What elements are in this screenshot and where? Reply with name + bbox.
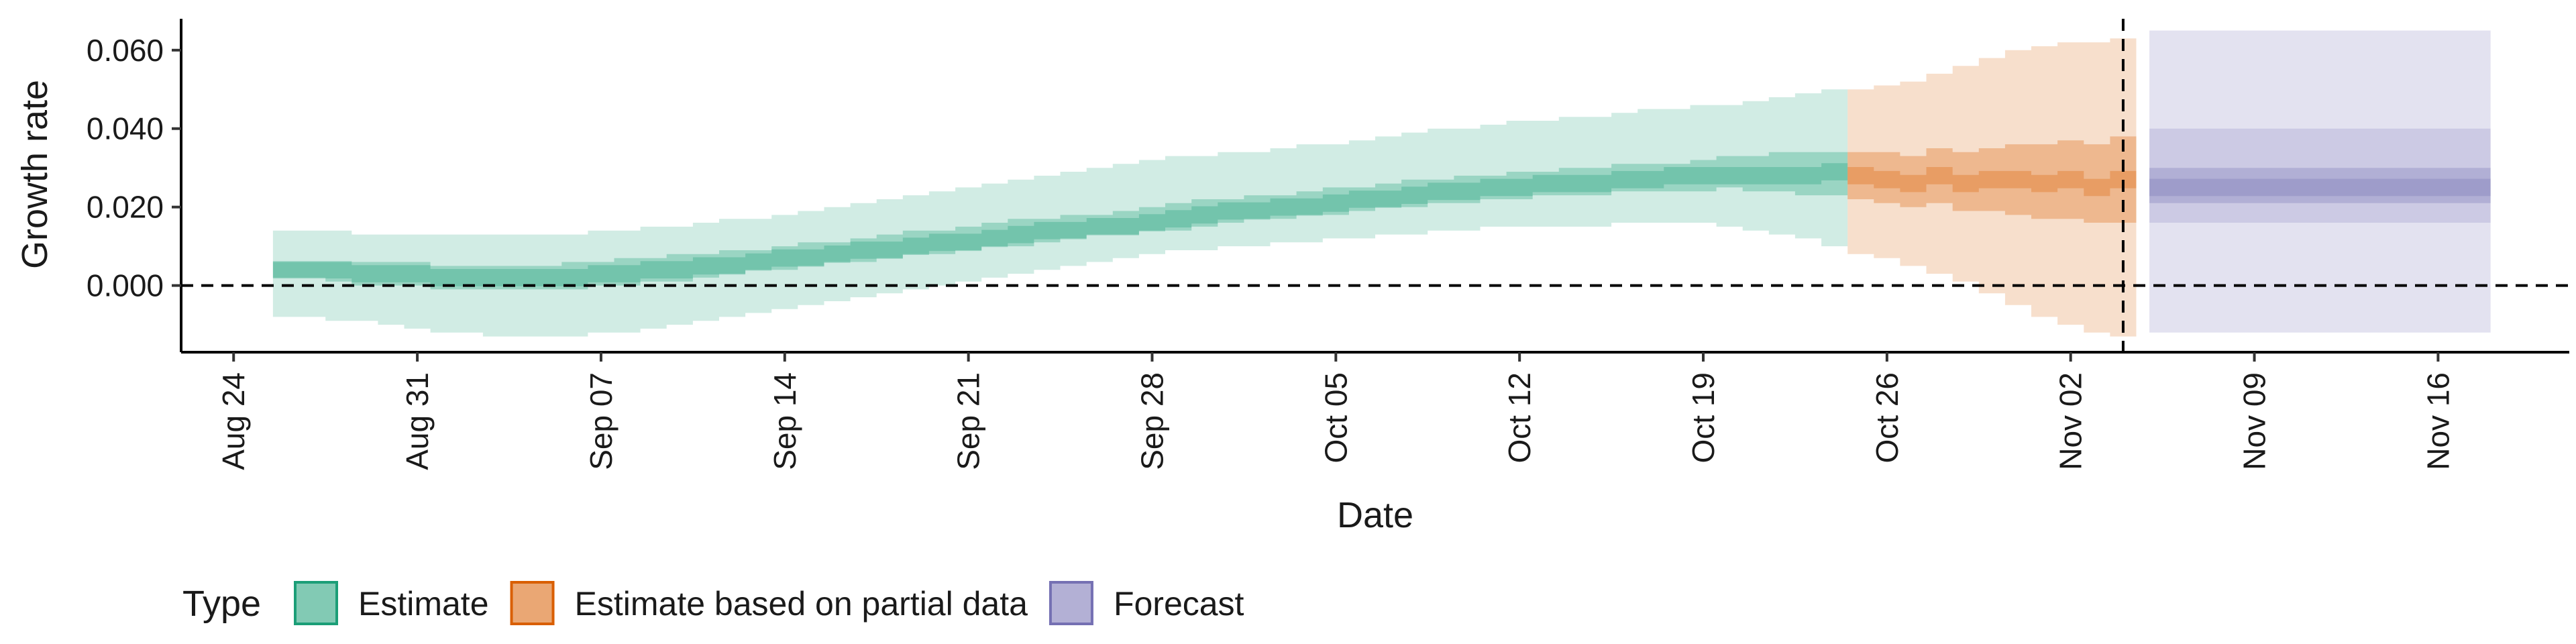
legend-label: Estimate based on partial data: [575, 585, 1028, 623]
legend-swatch: [1049, 581, 1093, 625]
legend-entry-forecast: Forecast: [1049, 581, 1244, 625]
y-tick-label: 0.060: [87, 33, 164, 68]
estimate-median-band: [272, 163, 1848, 286]
estimate-based-on-partial-data-50-band: [1847, 136, 2137, 223]
legend-swatch: [294, 581, 338, 625]
x-tick-label: Nov 02: [2053, 372, 2088, 470]
forecast-90-band: [2149, 128, 2491, 223]
legend-entry-estimate: Estimate: [294, 581, 489, 625]
x-tick-label: Aug 24: [216, 372, 251, 470]
y-tick-label: 0.000: [87, 268, 164, 303]
legend-entries: Estimate Estimate based on partial data Fo…: [294, 581, 1244, 625]
legend: Type Estimate Estimate based on partial d…: [182, 581, 1244, 625]
x-axis-title: Date: [1337, 495, 1413, 535]
x-tick-label: Oct 12: [1502, 372, 1537, 464]
legend-label: Estimate: [358, 585, 489, 623]
reference-lines: [181, 19, 2569, 352]
estimate-based-on-partial-data-median-band: [1847, 167, 2137, 197]
forecast-median-band: [2149, 178, 2491, 197]
x-tick-label: Sep 21: [951, 372, 986, 470]
x-tick-label: Oct 26: [1870, 372, 1904, 464]
x-tick-label: Sep 28: [1134, 372, 1169, 470]
x-tick-label: Oct 05: [1318, 372, 1353, 464]
x-tick-label: Oct 19: [1686, 372, 1721, 464]
legend-title: Type: [182, 584, 261, 624]
axes: [180, 19, 2569, 354]
legend-label: Forecast: [1114, 585, 1244, 623]
x-tick-label: Sep 14: [767, 372, 802, 470]
legend-swatch: [510, 581, 555, 625]
series-bands: [272, 30, 2491, 337]
y-tick-label: 0.020: [87, 190, 164, 225]
x-axis-ticks: Aug 24 Aug 31 Sep 07 Sep 14 Sep 21 Sep 28 Oct …: [216, 352, 2455, 470]
series-estimate-based-on-partial-data: [1847, 38, 2137, 337]
estimate-50-band: [272, 152, 1848, 290]
x-tick-label: Sep 07: [584, 372, 619, 470]
y-axis-title: Growth rate: [15, 80, 55, 269]
series-estimate: [272, 89, 1848, 337]
estimate-based-on-partial-data-90-band: [1847, 38, 2137, 337]
estimate-90-band: [272, 89, 1848, 337]
legend-entry-estimate-based-on-partial-data: Estimate based on partial data: [510, 581, 1028, 625]
forecast-outer-band: [2149, 30, 2491, 333]
series-forecast: [2149, 30, 2491, 333]
forecast-50-band: [2149, 168, 2491, 203]
y-tick-label: 0.040: [87, 111, 164, 146]
x-tick-label: Nov 09: [2237, 372, 2272, 470]
y-axis-ticks: 0.000 0.020 0.040 0.060: [87, 33, 181, 303]
x-tick-label: Aug 31: [400, 372, 435, 470]
x-tick-label: Nov 16: [2420, 372, 2455, 470]
